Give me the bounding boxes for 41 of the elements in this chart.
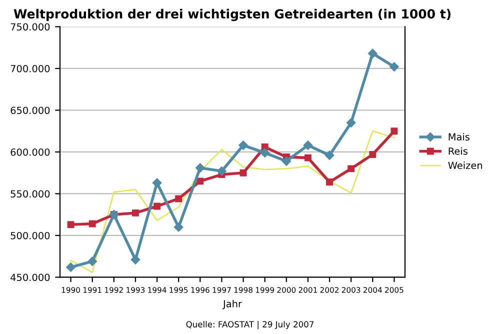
point [130, 255, 140, 264]
point [324, 150, 334, 160]
point [66, 262, 76, 272]
y-tick-label: 550.000 [10, 190, 50, 198]
point [240, 169, 247, 176]
legend-label: Reis [448, 147, 468, 155]
point [303, 140, 313, 150]
point [368, 48, 378, 58]
chart-title: Weltproduktion der drei wichtigsten Getreidearten (in 1000 t) [14, 8, 450, 22]
point [154, 202, 161, 210]
point [175, 195, 182, 202]
point [369, 151, 376, 158]
point [326, 178, 334, 186]
legend-label: Weizen [448, 162, 482, 170]
point [88, 220, 96, 228]
point [196, 163, 205, 172]
x-axis-title: Jahr [222, 300, 242, 310]
y-tick-label: 700.000 [10, 64, 50, 72]
point [174, 222, 184, 232]
y-tick-label: 750.000 [10, 23, 50, 31]
point [260, 148, 270, 158]
point [282, 156, 292, 166]
source-note: Quelle: FAOSTAT | 29 July 2007 [186, 320, 314, 330]
point [88, 256, 97, 266]
point [390, 128, 398, 135]
legend-label: Mais [448, 132, 470, 141]
point [196, 178, 204, 185]
line-series [70, 130, 395, 273]
y-tick-label: 500.000 [10, 232, 50, 240]
point [304, 154, 312, 162]
y-tick-label: 600.000 [10, 148, 50, 156]
point [238, 140, 248, 150]
point [132, 209, 139, 216]
y-tick-label: 450.000 [10, 274, 50, 282]
point [152, 178, 162, 188]
point [217, 166, 226, 176]
point [67, 221, 74, 228]
y-tick-label: 650.000 [10, 106, 50, 114]
point [346, 118, 356, 128]
point [348, 165, 355, 172]
point [390, 62, 399, 72]
